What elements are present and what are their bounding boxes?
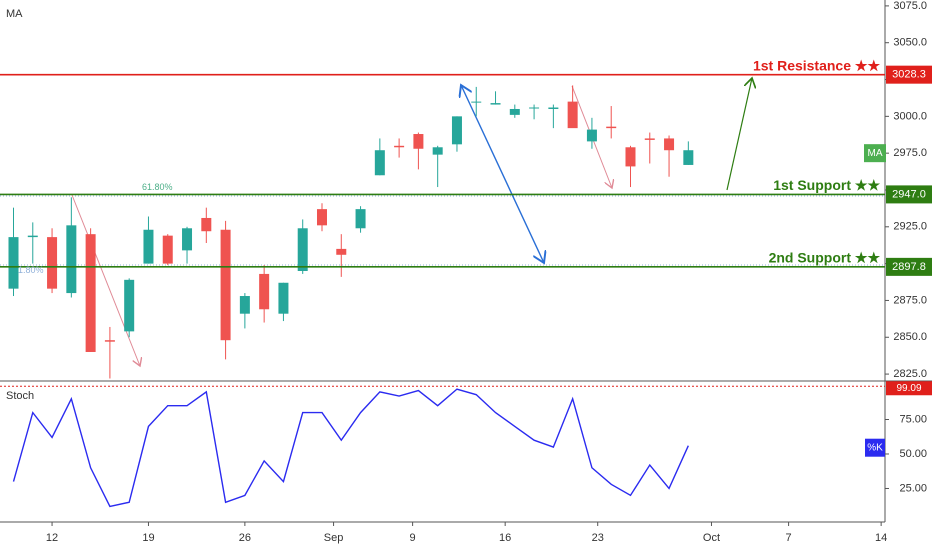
y-tick-label: 2825.0 [893, 368, 927, 380]
indicator-label: Stoch [6, 390, 34, 402]
y-tick-label: 2850.0 [893, 331, 927, 343]
x-tick-label: 23 [592, 532, 604, 544]
candle-body [644, 138, 655, 140]
candle-body [8, 237, 19, 289]
x-tick-label: 7 [786, 532, 792, 544]
candle-body [143, 229, 154, 264]
price-label-box [886, 381, 932, 396]
candle-body [47, 237, 58, 289]
candle-body [182, 228, 193, 251]
price-label: 99.09 [896, 383, 921, 394]
candle-body [664, 138, 675, 151]
y-tick-label: 3050.0 [893, 37, 927, 49]
y-tick-label: 2925.0 [893, 221, 927, 233]
y-tick-label: 3000.0 [893, 110, 927, 122]
level-name: 2nd Support ★★ [769, 250, 881, 266]
x-tick-label: 19 [142, 532, 154, 544]
candle-body [201, 217, 212, 232]
candle-body [683, 150, 694, 165]
candle-body [625, 147, 636, 167]
candle-body [355, 209, 366, 229]
candle-body [509, 108, 520, 115]
candle-body [104, 340, 115, 342]
candle-body [297, 228, 308, 271]
price-label: 2947.0 [892, 188, 926, 200]
candle-body [471, 101, 482, 103]
arrow [726, 78, 752, 191]
y-tick-label: 75.00 [899, 413, 927, 425]
candle-body [606, 126, 617, 129]
price-label: 3028.3 [892, 69, 926, 81]
k-badge [865, 438, 885, 457]
fib-label: 61.80% [142, 182, 173, 192]
y-tick-label: 50.00 [899, 448, 927, 460]
fib-label: 1.80% [18, 265, 44, 275]
ma-badge-label: MA [868, 148, 883, 159]
candle-body [239, 296, 250, 314]
level-name: 1st Resistance ★★ [753, 57, 880, 73]
x-tick-label: 9 [410, 532, 416, 544]
ma-badge [864, 144, 886, 163]
x-tick-label: 14 [875, 532, 887, 544]
candle-body [529, 107, 540, 109]
candle-body [278, 282, 289, 314]
arrow [71, 194, 140, 366]
price-label-box [886, 257, 932, 276]
candle-body [394, 145, 405, 148]
price-label: 2897.8 [892, 261, 926, 273]
k-badge-label: %K [867, 442, 883, 453]
stoch-line [12, 388, 689, 508]
y-tick-label: 3075.0 [893, 0, 927, 12]
x-tick-label: Sep [324, 532, 344, 544]
candle-body [567, 101, 578, 129]
x-tick-label: 16 [499, 532, 511, 544]
candle-body [336, 248, 347, 255]
candle-body [413, 134, 424, 149]
candle-body [374, 150, 385, 176]
candle-body [316, 209, 327, 226]
indicator-label: MA [6, 8, 23, 20]
x-tick-label: Oct [703, 532, 720, 544]
level-name: 1st Support ★★ [773, 177, 880, 193]
price-label-box [886, 65, 932, 84]
candle-body [586, 129, 597, 142]
candle-body [220, 229, 231, 341]
candle-body [490, 103, 501, 105]
candle-body [432, 147, 443, 155]
y-tick-label: 2875.0 [893, 294, 927, 306]
candle-body [548, 107, 559, 109]
price-label-box [886, 185, 932, 204]
candle-body [451, 116, 462, 145]
x-tick-label: 12 [46, 532, 58, 544]
candle-body [66, 225, 77, 294]
candle-body [27, 235, 38, 238]
candle-body [85, 234, 96, 352]
candle-body [259, 273, 270, 310]
x-tick-label: 26 [239, 532, 251, 544]
y-tick-label: 2975.0 [893, 147, 927, 159]
candle-body [124, 279, 135, 332]
arrow [461, 85, 544, 263]
candle-body [162, 235, 173, 264]
y-tick-label: 25.00 [899, 482, 927, 494]
